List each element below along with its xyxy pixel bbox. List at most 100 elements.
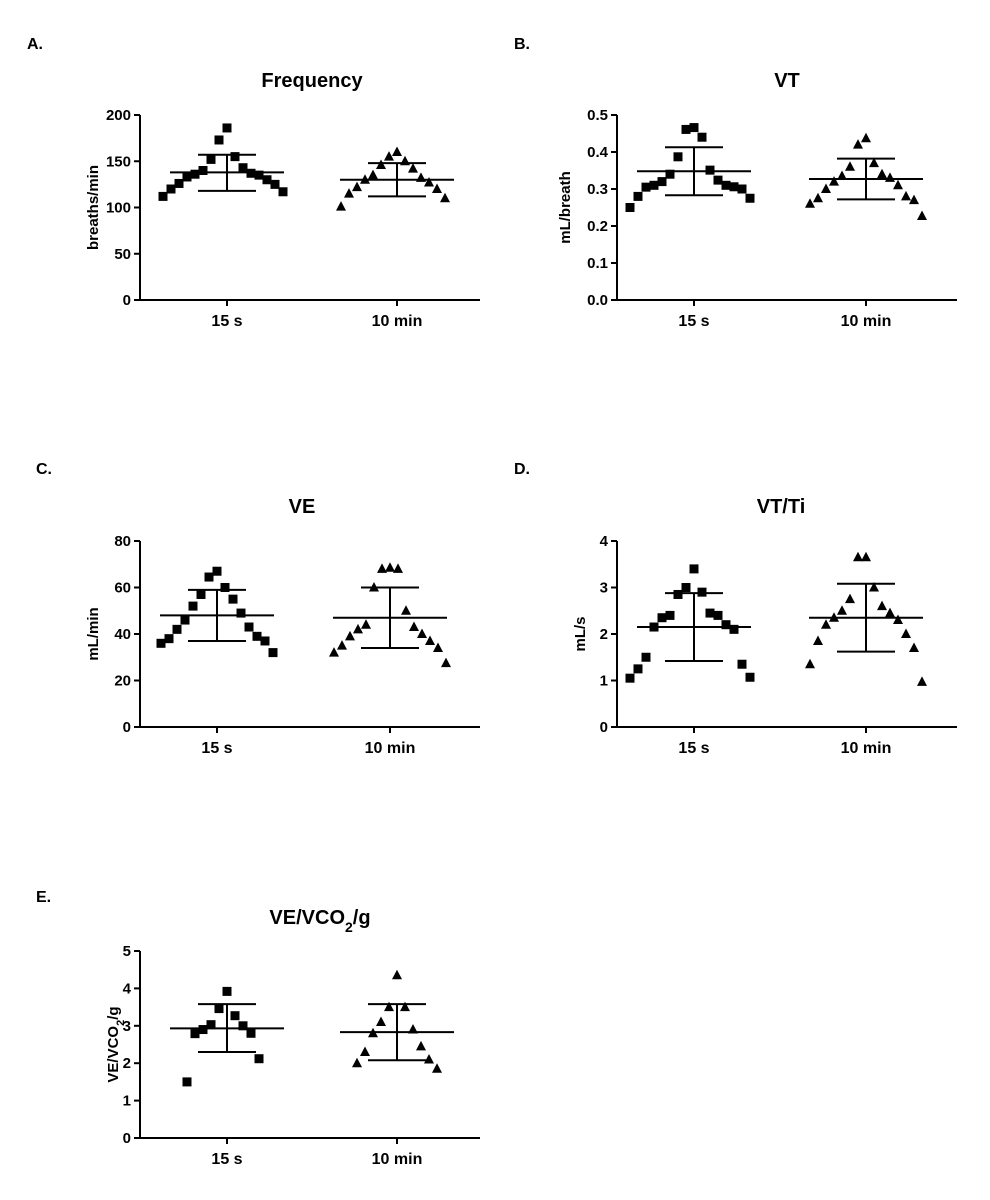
data-point [641,652,651,662]
data-point [713,175,723,185]
series-10min [336,146,454,211]
data-point [238,163,248,173]
chart-panel-3: C. VE 0 20 40 60 80 mL/min 15 s 10 min [36,461,480,757]
data-point [853,139,863,149]
data-point [417,628,427,638]
data-point [416,1040,426,1051]
x-tick-label: 15 s [678,740,709,757]
y-tick-label: 80 [114,533,131,550]
data-point [745,672,755,682]
data-point [837,170,847,181]
data-point [329,647,339,657]
data-point [705,165,715,175]
data-point [633,664,643,674]
data-point [244,622,254,632]
data-point [745,193,755,203]
data-point [673,589,683,599]
data-point [252,631,262,641]
data-point [885,607,895,618]
y-tick-label: 0.5 [587,107,608,124]
data-point [917,676,927,686]
data-point [156,638,166,648]
data-point [909,194,919,205]
data-point [278,187,288,197]
data-point [180,615,190,625]
data-point [877,600,887,611]
data-point [657,613,667,623]
data-point [206,154,216,164]
data-point [901,190,911,201]
data-point [190,169,200,179]
y-tick-label: 0.1 [587,255,608,272]
data-point [220,583,230,592]
data-point [425,635,435,645]
data-point [158,191,168,201]
data-point [697,132,707,142]
data-point [384,151,394,161]
data-point [188,601,198,611]
panel-letter: A. [27,36,43,53]
data-point [821,619,831,629]
data-point [633,191,643,201]
x-tick-label: 15 s [201,740,232,757]
chart-title: VE [289,496,316,518]
data-point [909,642,919,652]
data-point [164,634,174,644]
panel-letter: D. [514,461,530,478]
data-point [681,583,691,592]
y-tick-label: 4 [600,533,609,550]
data-point [172,624,182,634]
chart-panel-5: E. VE/VCO2/g 0 1 2 3 4 5 VE/VCO2/g 15 s 10 min [36,889,480,1168]
series-10min [329,562,451,668]
chart-panel-2: B. VT 0.0 0.1 0.2 0.3 0.4 0.5 mL/breath 15 s 10 mi… [514,36,957,330]
data-point [813,192,823,203]
data-point [821,183,831,193]
y-axis-label: mL/breath [557,171,574,244]
chart-title: VT [774,70,800,92]
data-point [344,188,354,198]
data-point [206,1020,216,1030]
y-tick-label: 20 [114,673,131,690]
data-point [845,161,855,171]
y-tick-label: 2 [600,626,608,643]
data-point [270,179,280,189]
data-point [737,659,747,669]
y-axis-label: mL/min [85,607,102,660]
y-tick-label: 0.0 [587,292,608,309]
chart-title: Frequency [261,70,363,92]
data-point [254,170,264,180]
y-axis-label: mL/s [572,616,589,651]
data-point [657,177,667,187]
x-tick-label: 10 min [372,1151,423,1168]
y-tick-label: 3 [600,580,608,597]
data-point [222,986,232,996]
y-tick-label: 0.2 [587,218,608,235]
data-point [376,1016,386,1027]
data-point [805,198,815,208]
data-point [861,551,871,562]
data-point [353,623,363,634]
y-tick-label: 0 [123,1130,131,1147]
y-tick-label: 40 [114,626,131,643]
y-tick-label: 1 [123,1093,131,1110]
series-15s [625,564,755,683]
x-tick-label: 15 s [211,1151,242,1168]
data-point [689,564,699,574]
data-point [424,177,434,187]
data-point [829,176,839,186]
data-point [917,210,927,221]
y-tick-label: 60 [114,580,131,597]
data-point [432,183,442,193]
data-point [393,563,403,573]
data-point [377,563,387,573]
y-tick-label: 0.3 [587,181,608,198]
data-point [737,184,747,194]
data-point [376,159,386,169]
data-point [196,589,206,599]
series-15s [170,986,284,1087]
data-point [837,605,847,615]
chart-title: VE/VCO2/g [269,907,370,935]
y-tick-label: 4 [123,980,132,997]
data-point [408,163,418,173]
